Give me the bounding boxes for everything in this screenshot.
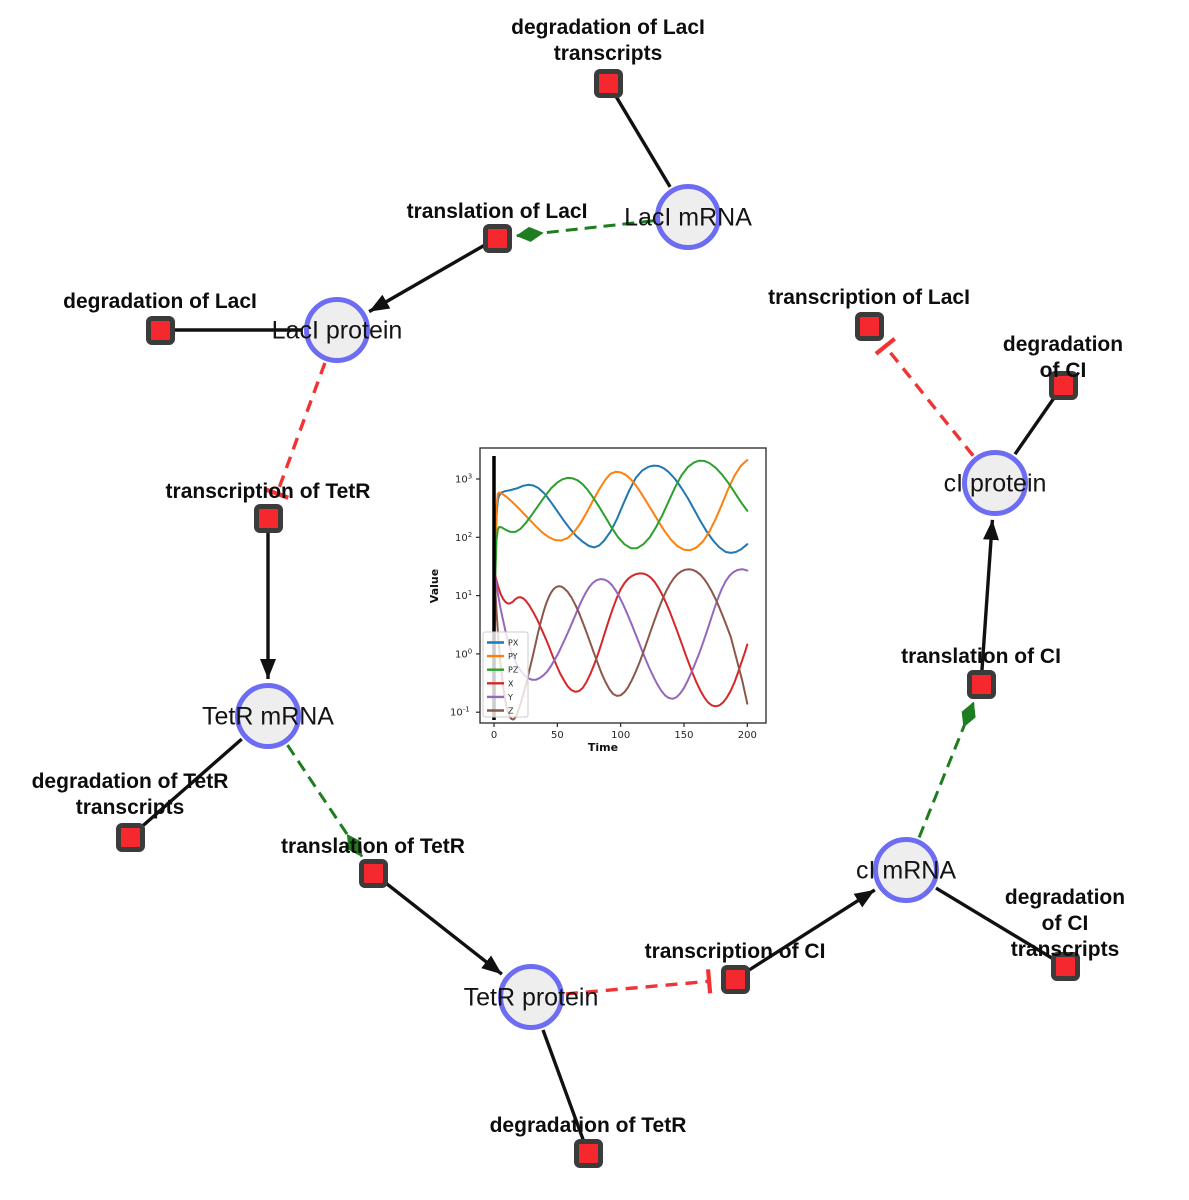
reaction-label-tx-tetr: transcription of TetR bbox=[165, 479, 371, 503]
series-line-PY bbox=[493, 459, 749, 645]
reaction-node-deg-ci[interactable] bbox=[1048, 370, 1078, 400]
edge-consumption-tetr-protein-to-deg-tetr bbox=[541, 1029, 590, 1154]
edge-consumption-ci-mrna-to-deg-ci-tx bbox=[935, 886, 1066, 968]
species-label-ci-protein: cI protein bbox=[943, 469, 1047, 498]
series-line-PZ bbox=[493, 459, 749, 645]
y-axis-title: Value bbox=[428, 569, 441, 603]
reaction-label-deg-laci-tx: degradation of LacI transcripts bbox=[511, 15, 705, 65]
edge-consumption-tetr-mrna-to-deg-tetr-tx bbox=[128, 737, 243, 839]
legend-label-PX: PX bbox=[508, 639, 519, 648]
edge-consumption-laci-mrna-to-deg-laci-tx bbox=[606, 82, 672, 188]
reaction-node-transl-laci[interactable] bbox=[482, 223, 512, 253]
reaction-label-transl-laci: translation of LacI bbox=[406, 199, 588, 223]
inset-plot: 0 50 100 150 20010-1100101102103TimeValuePXP… bbox=[428, 447, 767, 754]
species-node-laci-protein[interactable] bbox=[304, 297, 370, 363]
edge-production-tx-ci-to-ci-mrna bbox=[734, 888, 876, 981]
x-tick-label: 100 bbox=[611, 730, 630, 741]
reaction-label-tx-laci: transcription of LacI bbox=[768, 285, 970, 309]
species-label-tetr-protein: TetR protein bbox=[463, 983, 599, 1012]
legend-label-PZ: PZ bbox=[508, 666, 519, 675]
species-node-ci-protein[interactable] bbox=[962, 450, 1028, 516]
plot-series-group bbox=[493, 459, 749, 721]
legend-label-X: X bbox=[508, 679, 514, 688]
species-label-laci-mrna: LacI mRNA bbox=[624, 203, 752, 232]
species-label-tetr-mrna: TetR mRNA bbox=[202, 702, 334, 731]
reaction-node-deg-laci[interactable] bbox=[145, 315, 175, 345]
edge-production-transl-ci-to-ci-protein bbox=[979, 519, 999, 685]
edge-inhibition-laci-protein-to-tx-tetr bbox=[265, 362, 327, 500]
series-line-X bbox=[493, 570, 749, 708]
reaction-node-deg-tetr-tx[interactable] bbox=[115, 822, 145, 852]
reaction-label-deg-ci: degradation of CI bbox=[1002, 332, 1124, 382]
reaction-node-tx-laci[interactable] bbox=[854, 311, 884, 341]
species-node-tetr-protein[interactable] bbox=[498, 964, 564, 1030]
reaction-node-tx-tetr[interactable] bbox=[253, 503, 283, 533]
edge-modifier-laci-mrna-to-transl-laci bbox=[515, 219, 654, 242]
reaction-label-deg-tetr-tx: degradation of TetR transcripts bbox=[31, 769, 229, 819]
edge-modifier-tetr-mrna-to-transl-tetr bbox=[286, 744, 364, 858]
series-line-Z bbox=[493, 568, 749, 721]
x-tick-label: 150 bbox=[674, 730, 693, 741]
reaction-node-transl-tetr[interactable] bbox=[358, 858, 388, 888]
species-node-tetr-mrna[interactable] bbox=[235, 683, 301, 749]
y-tick-label: 100 bbox=[455, 647, 472, 660]
y-tick-label: 10-1 bbox=[450, 706, 470, 719]
legend-label-Y: Y bbox=[507, 693, 513, 702]
legend-label-PY: PY bbox=[508, 652, 518, 661]
x-tick-label: 200 bbox=[738, 730, 757, 741]
y-tick-label: 103 bbox=[455, 473, 472, 486]
edge-production-transl-laci-to-laci-protein bbox=[368, 236, 498, 314]
species-node-laci-mrna[interactable] bbox=[655, 184, 721, 250]
x-tick-label: 0 bbox=[491, 730, 497, 741]
edge-group bbox=[128, 82, 1066, 1154]
reaction-node-deg-laci-tx[interactable] bbox=[593, 68, 623, 98]
reaction-node-transl-ci[interactable] bbox=[966, 669, 996, 699]
edge-production-transl-tetr-to-tetr-protein bbox=[371, 871, 503, 976]
edge-modifier-ci-mrna-to-transl-ci bbox=[917, 701, 976, 839]
species-node-ci-mrna[interactable] bbox=[873, 837, 939, 903]
legend-label-Z: Z bbox=[508, 707, 514, 716]
reaction-node-deg-ci-tx[interactable] bbox=[1050, 951, 1080, 981]
edge-inhibition-tetr-protein-to-tx-ci bbox=[565, 969, 713, 996]
plot-legend: PX PY PZ XYZ bbox=[482, 631, 529, 718]
reaction-label-deg-laci: degradation of LacI bbox=[63, 289, 257, 313]
species-label-ci-mrna: cI mRNA bbox=[856, 856, 956, 885]
reaction-label-deg-ci-tx: degradation of CI transcripts bbox=[1004, 885, 1126, 962]
y-tick-label: 102 bbox=[455, 531, 472, 544]
legend-box bbox=[482, 631, 529, 718]
reaction-label-transl-tetr: translation of TetR bbox=[281, 834, 465, 858]
reaction-label-deg-tetr: degradation of TetR bbox=[489, 1113, 687, 1137]
x-axis-title: Time bbox=[588, 741, 618, 754]
edge-inhibition-ci-protein-to-tx-laci bbox=[874, 337, 975, 457]
reaction-node-deg-tetr[interactable] bbox=[573, 1138, 603, 1168]
reaction-node-tx-ci[interactable] bbox=[720, 964, 750, 994]
reaction-label-transl-ci: translation of CI bbox=[901, 644, 1061, 668]
series-line-PX bbox=[493, 464, 749, 645]
reaction-label-tx-ci: transcription of CI bbox=[644, 939, 826, 963]
y-tick-label: 101 bbox=[455, 589, 472, 602]
x-tick-label: 50 bbox=[551, 730, 564, 741]
species-label-laci-protein: LacI protein bbox=[271, 316, 403, 345]
